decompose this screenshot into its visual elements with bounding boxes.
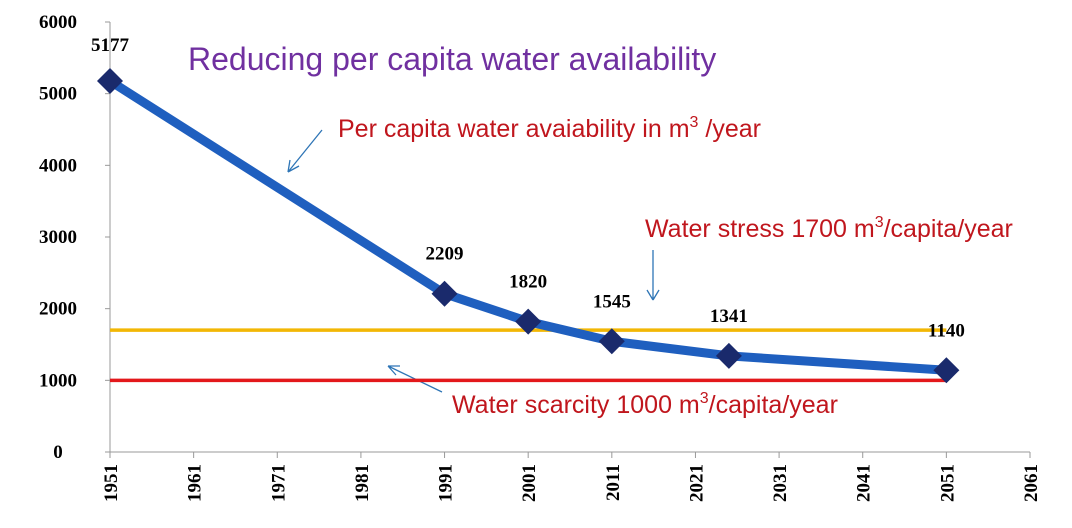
superscript: 3 (875, 214, 884, 231)
annotation-text: /capita/year (884, 215, 1013, 243)
x-tick-label: 1951 (101, 464, 122, 502)
data-label: 2209 (426, 244, 464, 265)
annotation-text: /year (698, 115, 761, 143)
arrow (287, 129, 323, 173)
data-line (105, 76, 951, 375)
annotation: Per capita water avaiability in m3 /year (338, 114, 761, 143)
y-tick-label: 5000 (39, 84, 77, 105)
data-label: 1140 (928, 320, 965, 341)
y-tick-label: 1000 (39, 370, 77, 391)
annotation-text: /capita/year (709, 391, 838, 419)
marker (431, 280, 458, 307)
y-tick-label: 2000 (39, 299, 77, 320)
marker (515, 308, 542, 335)
annotation-text: Per capita water avaiability in m (338, 115, 690, 143)
x-tick-label: 2001 (519, 464, 540, 502)
superscript: 3 (690, 114, 699, 131)
y-tick-label: 6000 (39, 12, 77, 33)
x-tick-label: 1971 (268, 464, 289, 502)
arrow (646, 250, 660, 301)
x-tick-label: 2061 (1021, 464, 1042, 502)
data-label: 1341 (710, 306, 748, 327)
x-tick-label: 2041 (854, 464, 875, 502)
x-tick-label: 2031 (770, 464, 791, 502)
x-tick-label: 1961 (185, 464, 206, 502)
annotation-text: Water stress 1700 m (645, 215, 875, 243)
data-label: 5177 (91, 35, 130, 56)
x-tick-label: 1981 (352, 464, 373, 502)
marker (933, 357, 960, 384)
marker (97, 67, 123, 94)
annotation: Water stress 1700 m3/capita/year (645, 214, 1013, 243)
marker (715, 342, 742, 369)
x-tick-label: 2051 (937, 464, 958, 502)
x-tick-label: 2021 (686, 464, 707, 502)
superscript: 3 (700, 390, 709, 407)
x-tick-label: 2011 (603, 464, 624, 501)
data-label: 1545 (593, 291, 631, 312)
annotation-text: Water scarcity 1000 m (452, 391, 700, 419)
arrows (287, 129, 660, 393)
marker (598, 328, 625, 355)
y-tick-label: 0 (53, 442, 63, 463)
x-tick-label: 1991 (436, 464, 457, 502)
data-label: 1820 (509, 272, 547, 293)
chart-title: Reducing per capita water availability (188, 41, 716, 77)
y-tick-label: 3000 (39, 227, 77, 248)
annotation: Water scarcity 1000 m3/capita/year (452, 390, 838, 419)
y-tick-label: 4000 (39, 155, 77, 176)
